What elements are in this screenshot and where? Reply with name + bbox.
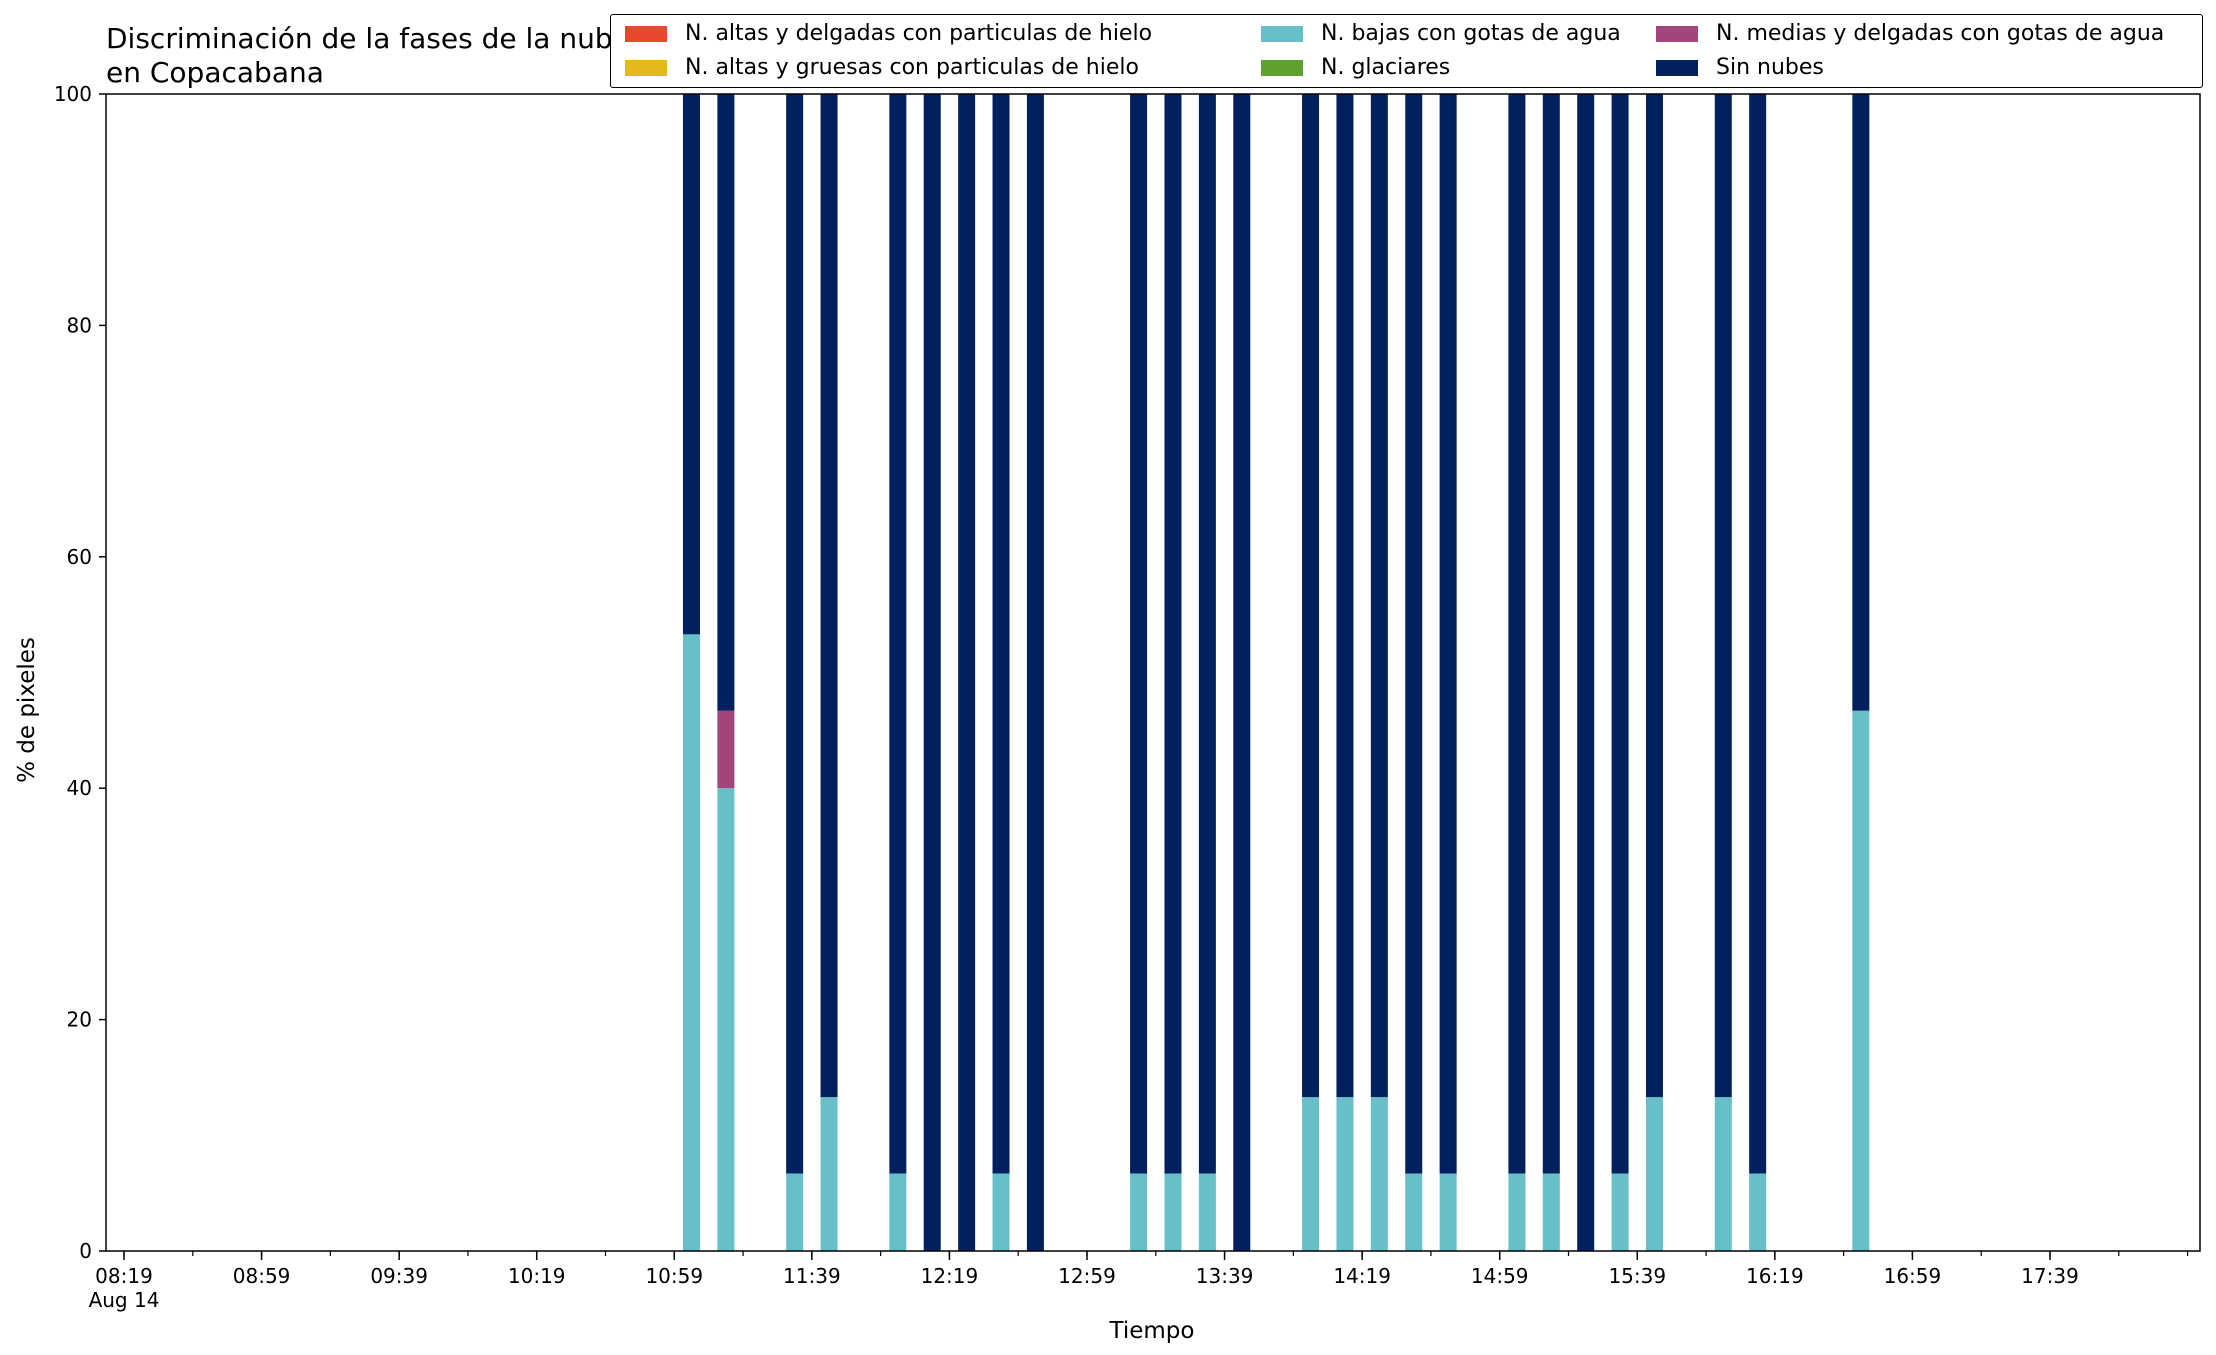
bar-gotas-bajas-11 xyxy=(1198,1173,1216,1251)
bar-sin-nubes-21 xyxy=(1611,94,1629,1174)
legend-label-sin-nubes: Sin nubes xyxy=(1716,55,1824,80)
legend-label-hielo-delgadas: N. altas y delgadas con particulas de hi… xyxy=(685,21,1153,46)
x-tick-label-9: 14:19 xyxy=(1333,1264,1391,1288)
bar-gotas-bajas-24 xyxy=(1749,1173,1767,1251)
bar-gotas-bajas-7 xyxy=(992,1173,1010,1251)
bar-sin-nubes-4 xyxy=(889,94,907,1174)
bar-gotas-bajas-0 xyxy=(682,634,700,1251)
bar-sin-nubes-5 xyxy=(923,94,941,1251)
legend-label-gotas-bajas: N. bajas con gotas de agua xyxy=(1321,21,1621,46)
x-tick-label-4: 10:59 xyxy=(645,1264,703,1288)
bar-sin-nubes-25 xyxy=(1852,94,1870,711)
bar-gotas-bajas-10 xyxy=(1164,1173,1182,1251)
bar-gotas-bajas-19 xyxy=(1542,1173,1560,1251)
legend-label-hielo-gruesas: N. altas y gruesas con particulas de hie… xyxy=(685,55,1139,80)
y-tick-label-0: 0 xyxy=(79,1239,92,1263)
y-tick-label-4: 80 xyxy=(67,313,92,337)
x-tick-label-14: 17:39 xyxy=(2021,1264,2079,1288)
chart-title: Discriminación de la fases de la nube en… xyxy=(106,22,630,89)
x-tick-label-13: 16:59 xyxy=(1884,1264,1942,1288)
bar-gotas-bajas-22 xyxy=(1645,1097,1663,1251)
bar-sin-nubes-9 xyxy=(1130,94,1148,1174)
x-tick-label-10: 14:59 xyxy=(1471,1264,1529,1288)
legend-label-gotas-medias: N. medias y delgadas con gotas de agua xyxy=(1716,21,2165,46)
bar-gotas-bajas-16 xyxy=(1405,1173,1423,1251)
legend-item-hielo-gruesas: N. altas y gruesas con particulas de hie… xyxy=(625,55,1139,80)
y-tick-label-2: 40 xyxy=(67,776,92,800)
bar-sin-nubes-14 xyxy=(1336,94,1354,1098)
legend-item-gotas-bajas: N. bajas con gotas de agua xyxy=(1261,21,1621,46)
legend-swatch-gotas-bajas xyxy=(1261,25,1303,42)
x-tick-label-6: 12:19 xyxy=(921,1264,979,1288)
plot-frame xyxy=(105,93,2201,1252)
x-tick-label-0: 08:19 Aug 14 xyxy=(89,1264,160,1312)
legend-swatch-gotas-medias xyxy=(1656,25,1698,42)
bar-gotas-bajas-21 xyxy=(1611,1173,1629,1251)
bars-group xyxy=(682,94,1870,1251)
bar-sin-nubes-8 xyxy=(1026,94,1044,1251)
bar-gotas-bajas-9 xyxy=(1130,1173,1148,1251)
bar-sin-nubes-1 xyxy=(717,94,735,711)
legend-item-glaciares: N. glaciares xyxy=(1261,55,1450,80)
bar-gotas-bajas-17 xyxy=(1439,1173,1457,1251)
bar-sin-nubes-19 xyxy=(1542,94,1560,1174)
bar-sin-nubes-24 xyxy=(1749,94,1767,1174)
legend-swatch-glaciares xyxy=(1261,59,1303,76)
bar-gotas-bajas-2 xyxy=(786,1173,804,1251)
y-tick-label-1: 20 xyxy=(67,1008,92,1032)
bar-sin-nubes-7 xyxy=(992,94,1010,1174)
x-tick-label-3: 10:19 xyxy=(508,1264,566,1288)
x-tick-label-5: 11:39 xyxy=(783,1264,841,1288)
x-tick-label-2: 09:39 xyxy=(370,1264,428,1288)
bar-gotas-bajas-1 xyxy=(717,788,735,1251)
x-tick-label-11: 15:39 xyxy=(1608,1264,1666,1288)
x-tick-label-12: 16:19 xyxy=(1746,1264,1804,1288)
bar-sin-nubes-0 xyxy=(682,94,700,635)
x-tick-label-7: 12:59 xyxy=(1058,1264,1116,1288)
bar-gotas-bajas-3 xyxy=(820,1097,838,1251)
bar-sin-nubes-17 xyxy=(1439,94,1457,1174)
bar-sin-nubes-12 xyxy=(1233,94,1251,1251)
bar-sin-nubes-6 xyxy=(958,94,976,1251)
legend-item-gotas-medias: N. medias y delgadas con gotas de agua xyxy=(1656,21,2164,46)
bar-gotas-bajas-23 xyxy=(1714,1097,1732,1251)
bar-sin-nubes-20 xyxy=(1577,94,1595,1251)
y-tick-label-3: 60 xyxy=(67,545,92,569)
bar-sin-nubes-22 xyxy=(1645,94,1663,1098)
bar-gotas-bajas-18 xyxy=(1508,1173,1526,1251)
bar-sin-nubes-3 xyxy=(820,94,838,1098)
x-tick-label-8: 13:39 xyxy=(1196,1264,1254,1288)
legend-swatch-hielo-gruesas xyxy=(625,59,667,76)
legend-label-glaciares: N. glaciares xyxy=(1321,55,1451,80)
legend: N. altas y delgadas con particulas de hi… xyxy=(610,14,2203,88)
bar-gotas-bajas-4 xyxy=(889,1173,907,1251)
bar-gotas-bajas-25 xyxy=(1852,710,1870,1251)
legend-swatch-sin-nubes xyxy=(1656,59,1698,76)
bar-sin-nubes-13 xyxy=(1302,94,1320,1098)
bar-sin-nubes-15 xyxy=(1370,94,1388,1098)
bar-gotas-medias-1 xyxy=(717,710,735,789)
x-tick-label-1: 08:59 xyxy=(233,1264,291,1288)
y-axis-label: % de pixeles xyxy=(14,637,40,783)
legend-swatch-hielo-delgadas xyxy=(625,25,667,42)
axes-group: 0 20 40 60 80 100 08:19 Aug 14 08:59 09:39 10:19 10… xyxy=(54,82,2201,1312)
bar-gotas-bajas-14 xyxy=(1336,1097,1354,1251)
bar-sin-nubes-11 xyxy=(1198,94,1216,1174)
bar-gotas-bajas-15 xyxy=(1370,1097,1388,1251)
bar-sin-nubes-18 xyxy=(1508,94,1526,1174)
bar-sin-nubes-10 xyxy=(1164,94,1182,1174)
bar-gotas-bajas-13 xyxy=(1302,1097,1320,1251)
legend-item-hielo-delgadas: N. altas y delgadas con particulas de hi… xyxy=(625,21,1152,46)
bar-sin-nubes-16 xyxy=(1405,94,1423,1174)
y-tick-label-5: 100 xyxy=(54,82,92,106)
bar-sin-nubes-23 xyxy=(1714,94,1732,1098)
bar-sin-nubes-2 xyxy=(786,94,804,1174)
x-axis-label: Tiempo xyxy=(1109,1318,1195,1344)
legend-item-sin-nubes: Sin nubes xyxy=(1656,55,1824,80)
